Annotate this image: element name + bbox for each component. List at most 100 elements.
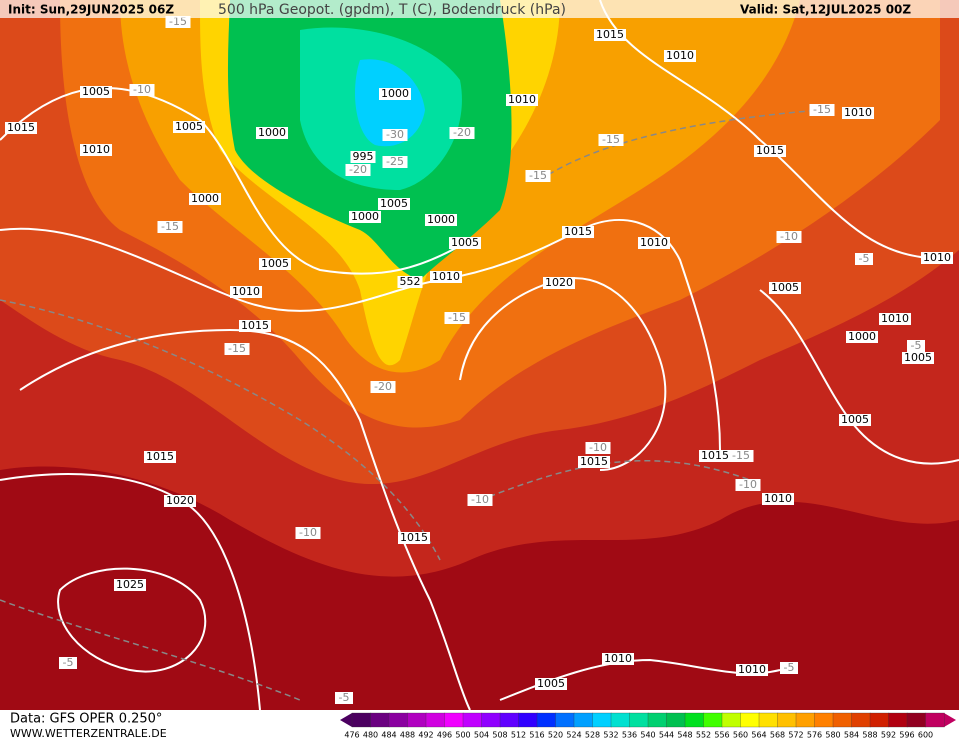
contour-labels: 1015 1010 1005 1010 1000 1005 1015 1000 1010 1010… bbox=[5, 15, 953, 704]
isobar-label-box bbox=[350, 151, 376, 163]
temperature-label: -15 bbox=[732, 449, 750, 462]
temperature-label-box bbox=[129, 84, 155, 96]
isobar-label: 1010 bbox=[764, 492, 792, 505]
isobar-label: 1000 bbox=[258, 126, 286, 139]
isobar-label-box bbox=[230, 286, 262, 298]
website: WWW.WETTERZENTRALE.DE bbox=[10, 727, 167, 740]
colorbar-swatch bbox=[777, 712, 797, 728]
isobar-label-box bbox=[535, 678, 567, 690]
isobar-label: 1000 bbox=[848, 330, 876, 343]
temperature-label-box bbox=[776, 231, 802, 243]
valid-label: Valid: Sat,12JUL2025 00Z bbox=[740, 3, 911, 17]
colorbar-label: 556 bbox=[714, 731, 729, 740]
colorbar-label: 516 bbox=[529, 731, 544, 740]
temperature-label-box bbox=[224, 343, 250, 355]
isobar-label: 1010 bbox=[232, 285, 260, 298]
temperature-label: -25 bbox=[386, 155, 404, 168]
temperature-label: -20 bbox=[453, 126, 471, 139]
colorbar-swatch bbox=[740, 712, 760, 728]
isobar-label: 1010 bbox=[844, 106, 872, 119]
isobar-label: 1015 bbox=[400, 531, 428, 544]
isobar-label-box bbox=[5, 122, 37, 134]
isobar-label-box bbox=[164, 495, 196, 507]
isobar-label-box bbox=[562, 226, 594, 238]
temperature-label: -10 bbox=[739, 478, 757, 491]
colorbar-label: 508 bbox=[492, 731, 507, 740]
isobar-label-box bbox=[769, 282, 801, 294]
isobar-label: 552 bbox=[400, 275, 421, 288]
map-title: 500 hPa Geopot. (gpdm), T (C), Bodendruc… bbox=[218, 2, 566, 18]
isobar-label: 1005 bbox=[771, 281, 799, 294]
colorbar-swatch bbox=[370, 712, 390, 728]
colorbar-swatch bbox=[499, 712, 520, 728]
colorbar-swatch bbox=[666, 712, 686, 728]
isobar-label-box bbox=[239, 320, 271, 332]
header-band bbox=[0, 0, 959, 18]
temperature-label: -5 bbox=[339, 691, 350, 704]
isobar-label-box bbox=[430, 271, 462, 283]
temperature-label: -10 bbox=[299, 526, 317, 539]
temperature-label: -15 bbox=[228, 342, 246, 355]
colorbar-arrow-left bbox=[340, 713, 352, 727]
temperature-label-box bbox=[157, 221, 183, 233]
colorbar-label: 588 bbox=[862, 731, 877, 740]
isobar-label-box bbox=[602, 653, 634, 665]
colorbar-label: 484 bbox=[381, 731, 396, 740]
colorbar-label: 600 bbox=[918, 731, 933, 740]
isobar-label-box bbox=[378, 198, 410, 210]
isobar-label-box bbox=[449, 237, 481, 249]
isobar-label-box bbox=[397, 276, 423, 288]
isobar-label-box bbox=[144, 451, 176, 463]
temperature-label-box bbox=[907, 340, 925, 352]
isobar-label: 1010 bbox=[604, 652, 632, 665]
colorbar-swatch bbox=[629, 712, 649, 728]
isobar-label-box bbox=[578, 456, 610, 468]
isobar-label-box bbox=[736, 664, 768, 676]
colorbar-label: 488 bbox=[400, 731, 415, 740]
temperature-label-box bbox=[855, 253, 873, 265]
colorbar-label: 592 bbox=[881, 731, 896, 740]
isobar-label: 1015 bbox=[146, 450, 174, 463]
isobar-label-box bbox=[846, 331, 878, 343]
colorbar-swatch bbox=[351, 712, 372, 728]
temperature-label: -5 bbox=[63, 656, 74, 669]
isobar-label: 1010 bbox=[881, 312, 909, 325]
isobar-label: 1000 bbox=[427, 213, 455, 226]
isobar-label: 1005 bbox=[841, 413, 869, 426]
temperature-label-box bbox=[585, 442, 611, 454]
colorbar-swatch bbox=[462, 712, 483, 728]
isobar-label-box bbox=[638, 237, 670, 249]
isobar-label-box bbox=[902, 352, 934, 364]
isobar-label: 1005 bbox=[380, 197, 408, 210]
isobar-label: 1015 bbox=[564, 225, 592, 238]
isobar-label: 1025 bbox=[116, 578, 144, 591]
isobar-label-box bbox=[839, 414, 871, 426]
temperature-label-box bbox=[165, 16, 191, 28]
colorbar-swatch bbox=[851, 712, 871, 728]
isobar-label-box bbox=[762, 493, 794, 505]
isobar-label: 1010 bbox=[640, 236, 668, 249]
colorbar-label: 532 bbox=[603, 731, 618, 740]
temperature-label-box bbox=[598, 134, 624, 146]
temperature-label-box bbox=[345, 164, 371, 176]
colorbar: 476 480 484 488 492 496 500 504 508 512 516 520 524 5… bbox=[340, 712, 956, 740]
isobar-label: 1005 bbox=[82, 85, 110, 98]
isobar-label-box bbox=[921, 252, 953, 264]
temperature-label-box bbox=[295, 527, 321, 539]
isobar-label-box bbox=[842, 107, 874, 119]
colorbar-label: 596 bbox=[899, 731, 914, 740]
colorbar-label: 572 bbox=[788, 731, 803, 740]
colorbar-label: 548 bbox=[677, 731, 692, 740]
colorbar-label: 552 bbox=[696, 731, 711, 740]
colorbar-swatch bbox=[721, 712, 742, 728]
isobar-label: 1020 bbox=[545, 276, 573, 289]
temperature-label: -10 bbox=[780, 230, 798, 243]
isobar-label: 1000 bbox=[191, 192, 219, 205]
isobar-label: 1005 bbox=[451, 236, 479, 249]
colorbar-swatch bbox=[610, 712, 631, 728]
colorbar-swatch bbox=[647, 712, 668, 728]
isobar-label: 1010 bbox=[738, 663, 766, 676]
isobar-label-box bbox=[699, 450, 731, 462]
colorbar-swatch bbox=[758, 712, 779, 728]
